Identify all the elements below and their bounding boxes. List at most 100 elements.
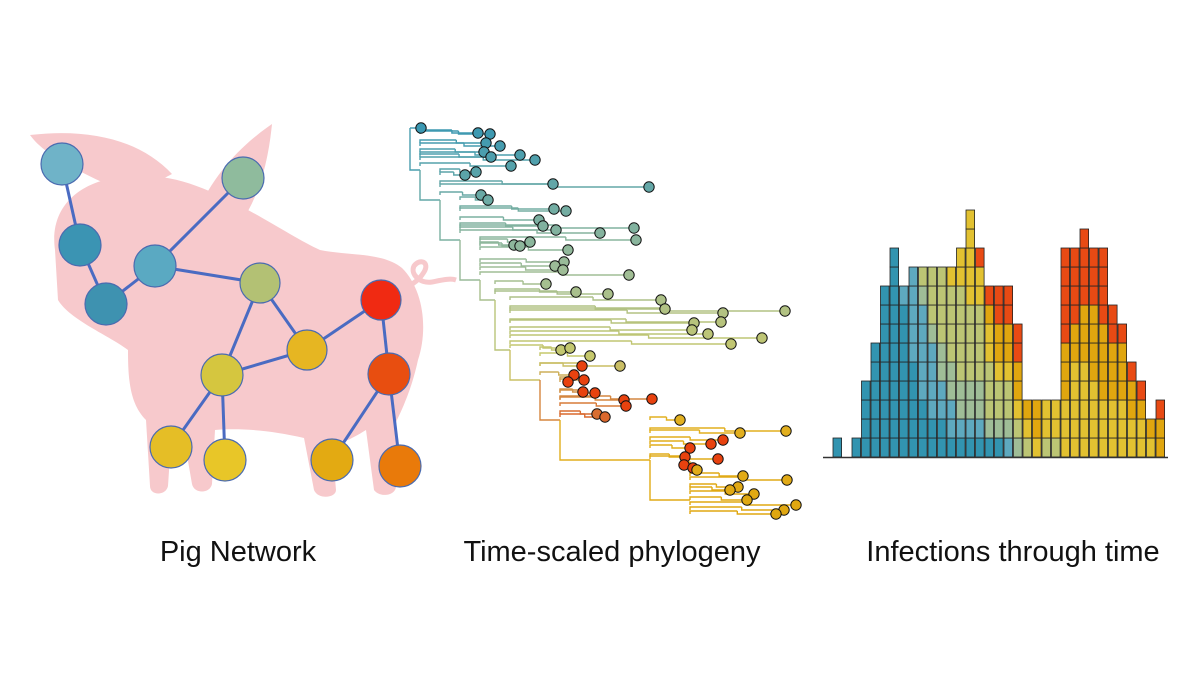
infection-bar-segment (1109, 305, 1118, 324)
infection-bar-segment (995, 400, 1004, 419)
infection-bar-segment (947, 381, 956, 400)
infection-bar-segment (966, 381, 975, 400)
infection-bar-segment (881, 438, 890, 457)
infection-bar-segment (947, 438, 956, 457)
tree-branch (510, 350, 540, 380)
tree-tip (718, 435, 728, 445)
tree-branch (440, 200, 460, 240)
histogram-bars (833, 210, 1165, 457)
tree-tip (561, 206, 571, 216)
infection-bar-segment (919, 343, 928, 362)
infection-bar-segment (871, 362, 880, 381)
tree-branch (510, 345, 543, 348)
tree-tip (631, 235, 641, 245)
tree-tip (675, 415, 685, 425)
tree-branch (743, 477, 787, 480)
infection-bar-segment (1118, 324, 1127, 343)
infection-bar-segment (976, 400, 985, 419)
infection-bar-segment (928, 305, 937, 324)
infection-bar-segment (966, 210, 975, 229)
infection-bar-segment (1128, 438, 1137, 457)
infection-bar-segment (1004, 362, 1013, 381)
tree-tip (713, 454, 723, 464)
tree-tip (541, 279, 551, 289)
infection-bar-segment (985, 400, 994, 419)
network-node (85, 283, 127, 325)
infection-bar-segment (1128, 400, 1137, 419)
infection-bar-segment (1128, 381, 1137, 400)
infection-bar-segment (1099, 381, 1108, 400)
infection-bar-segment (1099, 324, 1108, 343)
infection-bar-segment (909, 267, 918, 286)
infection-bar-segment (957, 419, 966, 438)
tree-tip (781, 426, 791, 436)
tree-branch (480, 259, 526, 262)
infection-bar-segment (890, 362, 899, 381)
tree-branch (737, 511, 776, 514)
tree-branches (410, 125, 796, 514)
tree-branch (510, 335, 649, 338)
infection-bar-segment (1099, 286, 1108, 305)
infection-bar-segment (995, 286, 1004, 305)
infection-bar-segment (900, 362, 909, 381)
infection-bar-segment (985, 324, 994, 343)
tree-branch (480, 267, 526, 270)
infection-bar-segment (1061, 438, 1070, 457)
infection-bar-segment (1118, 419, 1127, 438)
infection-bar-segment (995, 305, 1004, 324)
infection-bar-segment (928, 286, 937, 305)
tree-tip (548, 179, 558, 189)
tree-branch (495, 281, 523, 284)
infection-bar-segment (1071, 248, 1080, 267)
infection-bar-segment (1156, 419, 1165, 438)
infection-bar-segment (890, 286, 899, 305)
infection-bar-segment (1071, 305, 1080, 324)
infection-bar-segment (1090, 438, 1099, 457)
infection-bar-segment (909, 419, 918, 438)
infection-bar-segment (881, 419, 890, 438)
tree-branch (626, 319, 721, 322)
infection-bar-segment (1004, 286, 1013, 305)
tree-tip (565, 343, 575, 353)
infection-bar-segment (1156, 400, 1165, 419)
infection-bar-segment (1090, 381, 1099, 400)
infection-bar-segment (1099, 438, 1108, 457)
infection-bar-segment (1128, 419, 1137, 438)
infection-bar-segment (966, 400, 975, 419)
infection-bar-segment (1109, 362, 1118, 381)
infection-bar-segment (928, 267, 937, 286)
tree-branch (510, 297, 593, 300)
infection-bar-segment (1023, 400, 1032, 419)
tree-branch (470, 163, 511, 166)
tree-tip (578, 387, 588, 397)
infection-bar-segment (957, 286, 966, 305)
infection-bar-segment (1052, 400, 1061, 419)
infection-bar-segment (938, 362, 947, 381)
infection-bar-segment (1071, 286, 1080, 305)
network-node (41, 143, 83, 185)
tree-branch (650, 430, 700, 433)
infection-bar-segment (881, 343, 890, 362)
infection-bar-segment (871, 400, 880, 419)
tree-branch (460, 240, 480, 280)
infection-bar-segment (966, 419, 975, 438)
tree-branch (560, 414, 585, 417)
infection-bar-segment (985, 381, 994, 400)
infection-bar-segment (1080, 419, 1089, 438)
infection-bar-segment (966, 305, 975, 324)
infection-bar-segment (976, 362, 985, 381)
infection-bar-segment (1099, 248, 1108, 267)
infection-bar-segment (966, 229, 975, 248)
network-node (222, 157, 264, 199)
tree-tip (558, 265, 568, 275)
infection-bar-segment (900, 419, 909, 438)
tree-branch (650, 441, 684, 444)
tree-branch (632, 341, 731, 344)
tree-branch (420, 163, 470, 166)
tree-branch (650, 417, 667, 420)
infection-bar-segment (890, 381, 899, 400)
tree-tip (571, 287, 581, 297)
infection-bar-segment (1052, 419, 1061, 438)
infection-bar-segment (1109, 400, 1118, 419)
